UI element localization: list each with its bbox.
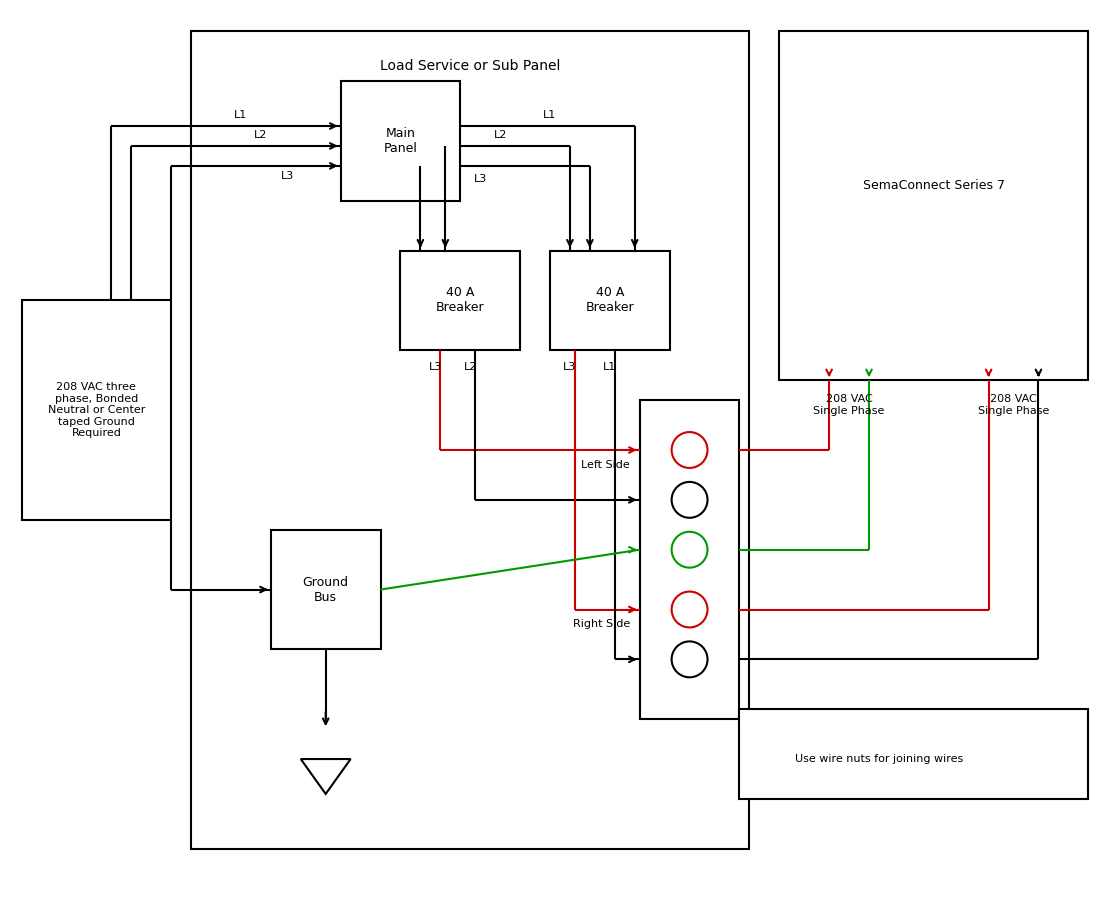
Text: Load Service or Sub Panel: Load Service or Sub Panel — [381, 59, 560, 73]
Circle shape — [672, 642, 707, 678]
Text: L2: L2 — [254, 130, 267, 140]
Bar — [779, 32, 1088, 380]
Text: L1: L1 — [603, 363, 616, 373]
Text: Left Side: Left Side — [581, 460, 630, 470]
Text: 208 VAC three
phase, Bonded
Neutral or Center
taped Ground
Required: 208 VAC three phase, Bonded Neutral or C… — [47, 382, 145, 438]
Text: L2: L2 — [494, 130, 507, 140]
Bar — [550, 250, 670, 350]
Bar — [22, 301, 172, 520]
Text: Ground
Bus: Ground Bus — [302, 576, 349, 604]
Text: Right Side: Right Side — [572, 619, 630, 629]
Text: L3: L3 — [474, 174, 487, 184]
Text: L3: L3 — [563, 363, 576, 373]
Text: L1: L1 — [234, 110, 248, 120]
Text: L2: L2 — [463, 363, 477, 373]
Circle shape — [672, 482, 707, 517]
Circle shape — [672, 432, 707, 468]
Bar — [191, 32, 749, 849]
Text: 208 VAC
Single Phase: 208 VAC Single Phase — [813, 394, 884, 416]
Text: SemaConnect Series 7: SemaConnect Series 7 — [862, 179, 1004, 193]
Bar — [739, 709, 1088, 799]
Bar — [341, 81, 460, 201]
Text: 208 VAC
Single Phase: 208 VAC Single Phase — [978, 394, 1049, 416]
Circle shape — [672, 532, 707, 568]
Circle shape — [672, 591, 707, 627]
Text: L3: L3 — [429, 363, 442, 373]
Text: L1: L1 — [543, 110, 557, 120]
Bar — [400, 250, 520, 350]
Text: 40 A
Breaker: 40 A Breaker — [436, 286, 485, 314]
Text: L3: L3 — [280, 171, 294, 181]
Text: Use wire nuts for joining wires: Use wire nuts for joining wires — [795, 754, 964, 764]
Text: Main
Panel: Main Panel — [384, 127, 417, 155]
Bar — [640, 400, 739, 719]
Bar — [271, 530, 381, 650]
Text: 40 A
Breaker: 40 A Breaker — [585, 286, 634, 314]
